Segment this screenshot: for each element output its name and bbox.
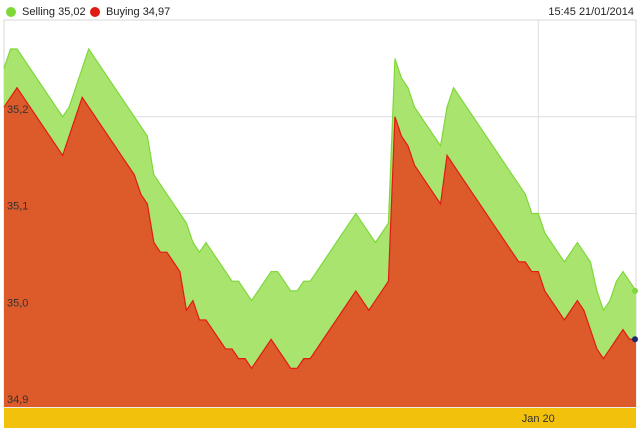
timestamp: 15:45 21/01/2014 xyxy=(548,6,634,18)
y-tick-label: 35,1 xyxy=(7,201,28,213)
buying-last-point xyxy=(632,336,638,343)
selling-dot-icon xyxy=(6,7,16,17)
y-tick-label: 34,9 xyxy=(7,394,28,406)
selling-line xyxy=(3,47,637,312)
legend-item-selling[interactable]: Selling 35,02 xyxy=(6,6,86,18)
legend-item-buying[interactable]: Buying 34,97 xyxy=(90,6,170,18)
legend: Selling 35,02 Buying 34,97 15:45 21/01/2… xyxy=(0,0,640,28)
y-tick-label: 35,2 xyxy=(7,104,28,116)
y-tick-label: 35,0 xyxy=(7,297,28,309)
legend-buying-label: Buying 34,97 xyxy=(106,6,171,18)
buying-dot-icon xyxy=(90,7,100,17)
x-axis-band xyxy=(4,408,636,428)
selling-last-point xyxy=(632,287,638,294)
buying-area xyxy=(4,87,636,407)
x-tick-label: Jan 20 xyxy=(522,413,555,425)
buying-line xyxy=(3,86,636,370)
legend-selling-label: Selling 35,02 xyxy=(22,6,86,18)
